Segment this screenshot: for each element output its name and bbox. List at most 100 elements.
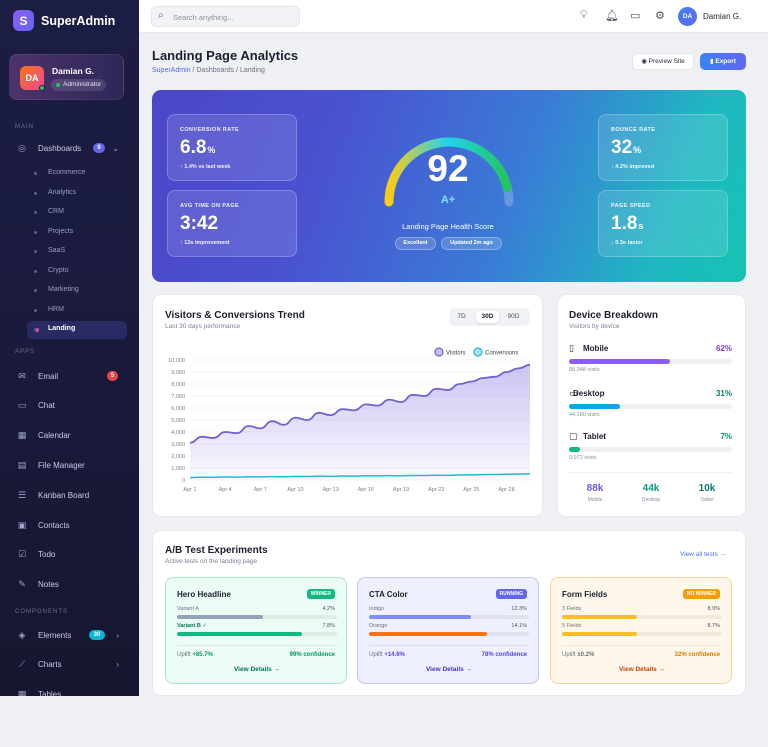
- ab-test-card-hero-headline[interactable]: Hero Headline WINNER Variant A 4.2% Variant …: [165, 577, 347, 684]
- confidence: 99% confidence: [289, 652, 335, 658]
- device-label: Tablet: [583, 432, 606, 441]
- sidebar-item-charts[interactable]: ⟋ Charts ›: [9, 656, 127, 674]
- uplift: Uplift ±0.2%: [562, 652, 594, 658]
- sidebar-subitem-marketing[interactable]: Marketing: [34, 286, 79, 293]
- range-7d-button[interactable]: 7D: [457, 313, 466, 320]
- sidebar-item-contacts[interactable]: ▣ Contacts: [9, 516, 127, 534]
- stat-change: ↓ 0.3s faster: [611, 240, 643, 246]
- avatar[interactable]: DA: [678, 7, 697, 26]
- health-grade: A+: [440, 194, 456, 206]
- online-status-dot: [39, 85, 45, 91]
- stat-value: 6.8%: [180, 137, 216, 158]
- range-selector: 7D 30D 90D: [449, 308, 530, 326]
- section-label-components: COMPONENTS: [15, 609, 69, 615]
- device-total-label: Tablet: [700, 497, 714, 503]
- view-details-link[interactable]: View Details →: [618, 666, 666, 673]
- trend-title: Visitors & Conversions Trend: [165, 310, 305, 321]
- sidebar-item-todo[interactable]: ☑ Todo: [9, 546, 127, 564]
- sidebar-item-label: Charts: [38, 660, 62, 669]
- x-tick-label: Apr 1: [183, 487, 196, 493]
- brand[interactable]: S SuperAdmin: [13, 10, 115, 31]
- preview-site-button[interactable]: ◉ Preview Site: [632, 53, 694, 70]
- sidebar-subitem-ecommerce[interactable]: Ecommerce: [33, 169, 86, 176]
- legend-item-conversions[interactable]: Conversions: [473, 347, 518, 357]
- calendar-icon: ▦: [17, 430, 27, 441]
- sidebar-item-chat[interactable]: ▭ Chat: [9, 397, 127, 415]
- sidebar-subitem-label: HRM: [48, 305, 64, 313]
- sidebar-subitem-label: CRM: [48, 208, 64, 215]
- y-tick-label: 0: [182, 478, 185, 484]
- lightbulb-icon[interactable]: 💡︎: [580, 9, 588, 21]
- bounce-rate-card: BOUNCE RATE 32% ↓ 4.2% improved: [598, 114, 728, 181]
- divider: [177, 645, 337, 646]
- breadcrumb-link-superadmin[interactable]: SuperAdmin: [152, 67, 191, 74]
- uplift-label: Uplift: [369, 652, 383, 658]
- user-card[interactable]: DA Damian G. Administrator: [9, 54, 124, 100]
- legend-item-visitors[interactable]: Visitors: [434, 347, 466, 357]
- sidebar-subitem-label: Ecommerce: [48, 169, 86, 176]
- view-details-link[interactable]: View Details →: [233, 666, 281, 673]
- device-progress-track: [569, 447, 732, 452]
- ab-test-card-form-fields[interactable]: Form Fields NO WINNER 3 Fields 8.9% 5 Fields…: [550, 577, 732, 684]
- message-icon[interactable]: ▭: [630, 10, 641, 22]
- x-tick-label: Apr 13: [323, 487, 339, 493]
- breadcrumb-link-dashboards[interactable]: Dashboards: [196, 67, 235, 74]
- device-progress-fill: [569, 359, 671, 364]
- count-badge: 5: [107, 371, 118, 381]
- sidebar-item-email[interactable]: ✉ Email 5: [9, 367, 127, 385]
- view-details-link[interactable]: View Details →: [425, 666, 473, 673]
- stat-change: ↑ 12s improvement: [180, 240, 230, 246]
- ab-test-title: Form Fields: [562, 590, 608, 599]
- sidebar-subitem-hrm[interactable]: HRM: [34, 305, 64, 313]
- variant-label: Indigo: [369, 606, 384, 612]
- sidebar-item-notes[interactable]: ✎ Notes: [9, 576, 127, 594]
- view-all-tests-link[interactable]: View all tests →: [680, 551, 727, 558]
- sidebar-item-elements[interactable]: ◈ Elements 30 ›: [9, 626, 127, 644]
- chevron-right-icon: ›: [116, 630, 119, 640]
- dashboards-badge: 9: [93, 143, 105, 153]
- sidebar-subitem-analytics[interactable]: Analytics: [33, 189, 76, 196]
- y-tick-label: 10,000: [168, 358, 185, 364]
- device-title: Device Breakdown: [569, 310, 658, 321]
- range-90d-button[interactable]: 90D: [507, 313, 520, 320]
- preview-site-label: Preview Site: [648, 58, 685, 65]
- sidebar-item-tables[interactable]: ▦ Tables: [9, 685, 127, 697]
- device-visits: 88,348 visits: [569, 367, 600, 373]
- sidebar-item-dashboards[interactable]: ◎ Dashboards 9 ⌄: [9, 139, 127, 157]
- export-button[interactable]: ▮ Export: [700, 53, 746, 70]
- eye-icon: ◉: [641, 58, 647, 65]
- range-30d-button[interactable]: 30D: [476, 311, 499, 323]
- status-badge: Excellent: [395, 237, 436, 250]
- divider: [569, 472, 732, 473]
- sidebar-item-label: Calendar: [38, 431, 71, 441]
- topbar: ⌕ 💡︎ 🔔︎ ▭ ⚙ DA Damian G.: [139, 0, 768, 33]
- search-box[interactable]: ⌕: [151, 6, 300, 27]
- search-input[interactable]: [173, 10, 293, 24]
- variant-progress-track: [562, 632, 722, 636]
- device-visits: 9,972 visits: [569, 455, 597, 461]
- sidebar-subitem-projects[interactable]: Projects: [33, 228, 73, 235]
- sidebar-subitem-saas[interactable]: SaaS: [33, 247, 65, 254]
- x-tick-label: Apr 7: [254, 487, 267, 493]
- bell-icon[interactable]: 🔔︎: [605, 10, 619, 22]
- checkbox-icon: ☑: [17, 549, 27, 560]
- sidebar-item-kanban-board[interactable]: ☰ Kanban Board: [9, 486, 127, 504]
- variant-progress-fill: [177, 632, 302, 636]
- ab-test-card-cta-color[interactable]: CTA Color RUNNING Indigo 12.3% Orange 14.1% Up…: [357, 577, 539, 684]
- brand-name: SuperAdmin: [41, 13, 116, 28]
- status-badge: RUNNING: [495, 589, 527, 599]
- divider: [562, 645, 722, 646]
- gear-icon[interactable]: ⚙: [655, 10, 665, 22]
- sidebar-subitem-crm[interactable]: CRM: [34, 208, 64, 215]
- variant-rate: 4.2%: [322, 606, 335, 612]
- device-progress-fill: [569, 447, 581, 452]
- sidebar-item-file-manager[interactable]: ▤ File Manager: [9, 456, 127, 474]
- sidebar-subitem-landing[interactable]: Landing: [33, 325, 75, 332]
- health-score: 92: [427, 148, 469, 189]
- stat-change: ↑ 1.4% vs last week: [180, 164, 231, 170]
- sidebar-subitem-crypto[interactable]: Crypto: [34, 267, 69, 274]
- variant-rate: 8.9%: [707, 606, 720, 612]
- divider: [369, 645, 529, 646]
- topbar-user-name[interactable]: Damian G.: [703, 12, 742, 21]
- sidebar-item-calendar[interactable]: ▦ Calendar: [9, 427, 127, 445]
